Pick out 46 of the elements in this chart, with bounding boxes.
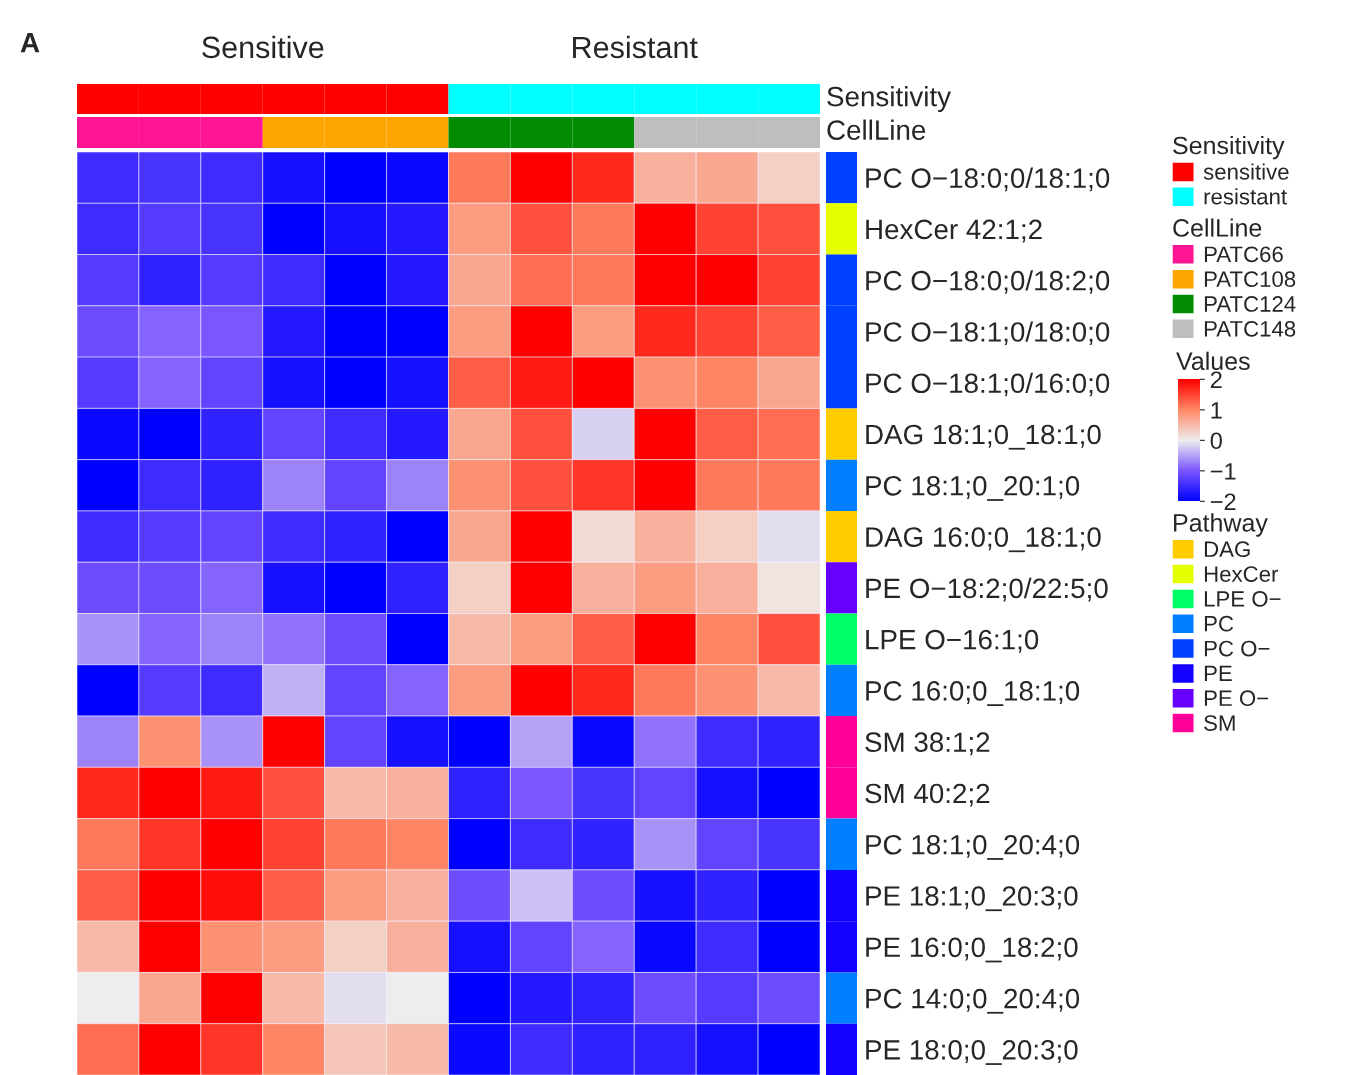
y-tick-label: PC O−18:0;0/18:2;0 [866, 270, 1110, 294]
color-bar-label: −1 [1210, 463, 1236, 480]
y-tick-label: PC O−18:1;0/18:0;0 [866, 321, 1110, 346]
legend-label: SM [1204, 715, 1235, 731]
legend-label: PC O− [1204, 640, 1270, 657]
y-tick-label: DAG 16:0;0_18:1;0 [866, 527, 1101, 553]
y-tick-label: SM 40:2;2 [865, 783, 990, 807]
y-tick-label: PC O−18:0;0/18:1;0 [866, 167, 1110, 192]
text: Resistant [573, 35, 698, 59]
legend-title: CellLine [1173, 218, 1262, 237]
y-tick-label: LPE O−16:1;0 [866, 629, 1039, 653]
legend-label: sensitive [1203, 163, 1289, 180]
y-tick-label: PC O−18:1;0/16:0;0 [866, 372, 1110, 397]
legend-label: PATC148 [1204, 320, 1296, 337]
color-bar-label: 2 [1210, 371, 1222, 388]
text: Sensitivity [827, 86, 951, 112]
y-tick-label: PC 18:1;0_20:1;0 [866, 475, 1080, 501]
legend-title: Pathway [1174, 513, 1268, 537]
color-bar-label: 0 [1210, 432, 1222, 450]
legend-label: PATC124 [1204, 296, 1296, 312]
text: CellLine [827, 119, 926, 140]
legend-label: LPE O− [1204, 591, 1281, 607]
color-bar-label: −2 [1210, 493, 1236, 510]
color-bar-label: 1 [1211, 402, 1222, 419]
y-tick-label: PC 18:1;0_20:4;0 [866, 834, 1080, 860]
legend-label: resistant [1204, 188, 1287, 205]
legend-label: PATC108 [1204, 271, 1296, 288]
y-tick-label: PC 14:0;0_20:4;0 [866, 988, 1080, 1014]
y-tick-label: PE 16:0;0_18:2;0 [866, 937, 1078, 963]
legend-label: HexCer [1204, 566, 1279, 582]
y-tick-label: SM 38:1;2 [865, 732, 990, 756]
color-bar-title: Values [1176, 351, 1250, 371]
legend-label: PC [1204, 615, 1234, 632]
text: Sensitive [202, 35, 324, 59]
legend-title: Sensitivity [1173, 136, 1285, 160]
y-tick-label: PE O−18:2;0/22:5;0 [866, 577, 1108, 602]
y-tick-label: PE 18:1;0_20:3;0 [866, 886, 1078, 912]
y-tick-label: HexCer 42:1;2 [866, 219, 1042, 243]
legend-label: PE [1204, 665, 1232, 682]
y-tick-label: PE 18:0;0_20:3;0 [866, 1040, 1078, 1065]
legend-label: DAG [1204, 541, 1250, 558]
legend-label: PATC66 [1204, 246, 1283, 263]
legend-label: PE O− [1204, 690, 1269, 707]
y-tick-label: PC 16:0;0_18:1;0 [866, 681, 1080, 706]
text: A [20, 33, 40, 53]
y-tick-label: DAG 18:1;0_18:1;0 [866, 424, 1101, 450]
